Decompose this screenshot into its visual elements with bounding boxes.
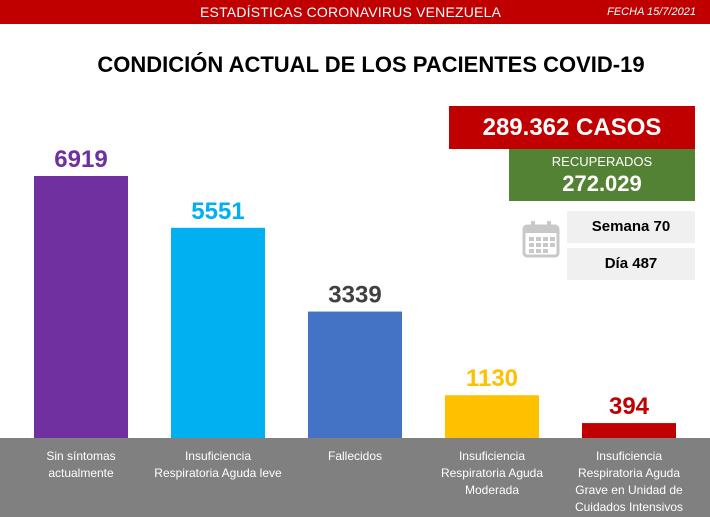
header-bar: ESTADÍSTICAS CORONAVIRUS VENEZUELA FECHA… (0, 0, 710, 24)
bar-2 (308, 311, 402, 438)
data-label-0: 6919 (54, 146, 107, 173)
data-label-4: 394 (609, 393, 650, 420)
bar-4 (582, 423, 676, 438)
data-label-1: 5551 (191, 198, 244, 225)
data-label-2: 3339 (328, 282, 381, 309)
calendar-icon (522, 221, 560, 258)
bar-1 (171, 227, 265, 438)
total-cases-badge: 289.362 CASOS (449, 106, 695, 149)
header-date: FECHA 15/7/2021 (607, 6, 696, 18)
week-counter: Semana 70 (567, 211, 695, 243)
bar-3 (445, 395, 539, 438)
category-label-4: Insuficiencia Respiratoria Aguda Grave en … (575, 449, 683, 514)
recovered-value: 272.029 (562, 171, 642, 196)
category-label-0: Sin síntomas actualmente (46, 449, 115, 480)
recovered-badge: RECUPERADOS 272.029 (509, 149, 695, 201)
bar-0 (34, 176, 128, 438)
category-band (0, 438, 710, 517)
header-title: ESTADÍSTICAS CORONAVIRUS VENEZUELA (200, 4, 502, 20)
category-label-2: Fallecidos (328, 449, 382, 463)
day-counter: Día 487 (567, 248, 695, 280)
page-title: CONDICIÓN ACTUAL DE LOS PACIENTES COVID-… (97, 52, 645, 77)
data-label-3: 1130 (466, 365, 518, 392)
category-label-1: Insuficiencia Respiratoria Aguda leve (154, 449, 282, 480)
category-label-3: Insuficiencia Respiratoria Aguda Moderada (441, 449, 543, 497)
recovered-label: RECUPERADOS (551, 154, 653, 169)
